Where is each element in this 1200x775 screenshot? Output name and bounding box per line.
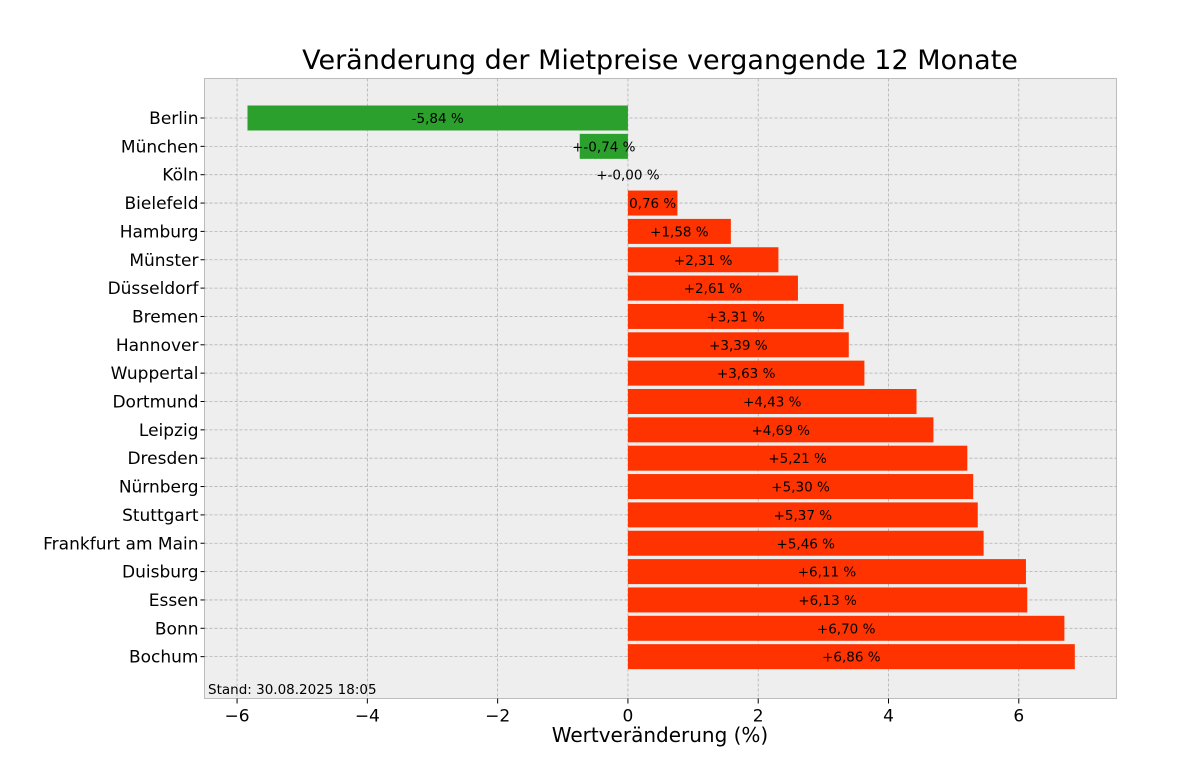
data-label: +6,70 % [817, 621, 876, 637]
category-label: Dresden [127, 449, 198, 469]
bar [627, 332, 849, 358]
data-label: +5,46 % [777, 536, 836, 552]
chart-title: Veränderung der Mietpreise vergangende 1… [302, 45, 1018, 76]
category-label: Münster [129, 251, 198, 271]
category-label: Duisburg [122, 563, 199, 583]
category-label: Bonn [155, 619, 199, 639]
bar [627, 644, 1075, 670]
data-label: +3,63 % [717, 366, 776, 382]
data-label: +6,86 % [822, 650, 881, 666]
bar [627, 417, 934, 443]
bar [627, 218, 731, 244]
data-label: +3,39 % [709, 338, 768, 354]
bar [627, 303, 844, 329]
bar [247, 105, 628, 131]
bar [627, 502, 978, 528]
bar [627, 587, 1028, 613]
data-label-group: -5,84 % +-0,74 % +-0,00 % 0,76 % +1,58 % +2,3… [412, 111, 881, 666]
data-label: +5,30 % [771, 480, 830, 496]
category-label: Frankfurt am Main [43, 534, 198, 554]
bar [627, 615, 1065, 641]
data-label: +2,61 % [684, 281, 743, 297]
category-label: Bielefeld [125, 194, 199, 214]
timestamp-annotation: Stand: 30.08.2025 18:05 [208, 682, 377, 698]
category-label: Essen [149, 591, 199, 611]
data-label: +4,69 % [751, 423, 810, 439]
data-label: +4,43 % [743, 395, 802, 411]
data-label: +-0,74 % [572, 139, 636, 155]
category-label: Wuppertal [111, 364, 199, 384]
x-tick-label: −4 [355, 707, 380, 727]
data-label: +3,31 % [706, 309, 765, 325]
data-label: 0,76 % [629, 196, 676, 212]
bar [627, 559, 1026, 585]
x-tick-label: 6 [1013, 707, 1024, 727]
x-tick-label: −2 [485, 707, 510, 727]
category-label: München [121, 137, 199, 157]
data-label: +1,58 % [650, 224, 709, 240]
bar [627, 445, 968, 471]
x-tick-group: −6 −4 −2 0 2 4 6 [225, 698, 1024, 727]
bar [627, 190, 678, 216]
bar [627, 474, 974, 500]
category-label-group: Berlin München Köln Bielefeld Hamburg Münster… [43, 109, 205, 668]
data-label: +2,31 % [674, 253, 733, 269]
data-label: +5,37 % [774, 508, 833, 524]
bar [627, 530, 984, 556]
category-label: Stuttgart [122, 506, 199, 526]
category-label: Hamburg [120, 222, 199, 242]
data-label: +6,11 % [798, 565, 857, 581]
x-tick-label: 4 [883, 707, 894, 727]
category-label: Bremen [132, 307, 199, 327]
data-label: +5,21 % [768, 451, 827, 467]
category-label: Köln [162, 166, 198, 186]
category-label: Bochum [129, 648, 199, 668]
category-label: Düsseldorf [108, 279, 200, 299]
bar-group [247, 105, 1075, 670]
data-label: +6,13 % [798, 593, 857, 609]
bar [627, 389, 917, 414]
x-tick-label: 2 [753, 707, 764, 727]
x-tick-label: −6 [225, 707, 250, 727]
x-axis-label: Wertveränderung (%) [552, 723, 769, 747]
bar [627, 275, 798, 301]
category-label: Hannover [116, 336, 199, 356]
x-tick-label: 0 [623, 707, 634, 727]
data-label: +-0,00 % [596, 168, 660, 184]
bar [579, 133, 628, 159]
data-label: -5,84 % [412, 111, 464, 127]
category-label: Nürnberg [119, 478, 199, 498]
bar [627, 247, 779, 273]
category-label: Dortmund [112, 393, 198, 413]
category-label: Berlin [149, 109, 198, 129]
category-label: Leipzig [139, 421, 199, 441]
bar [627, 360, 865, 386]
